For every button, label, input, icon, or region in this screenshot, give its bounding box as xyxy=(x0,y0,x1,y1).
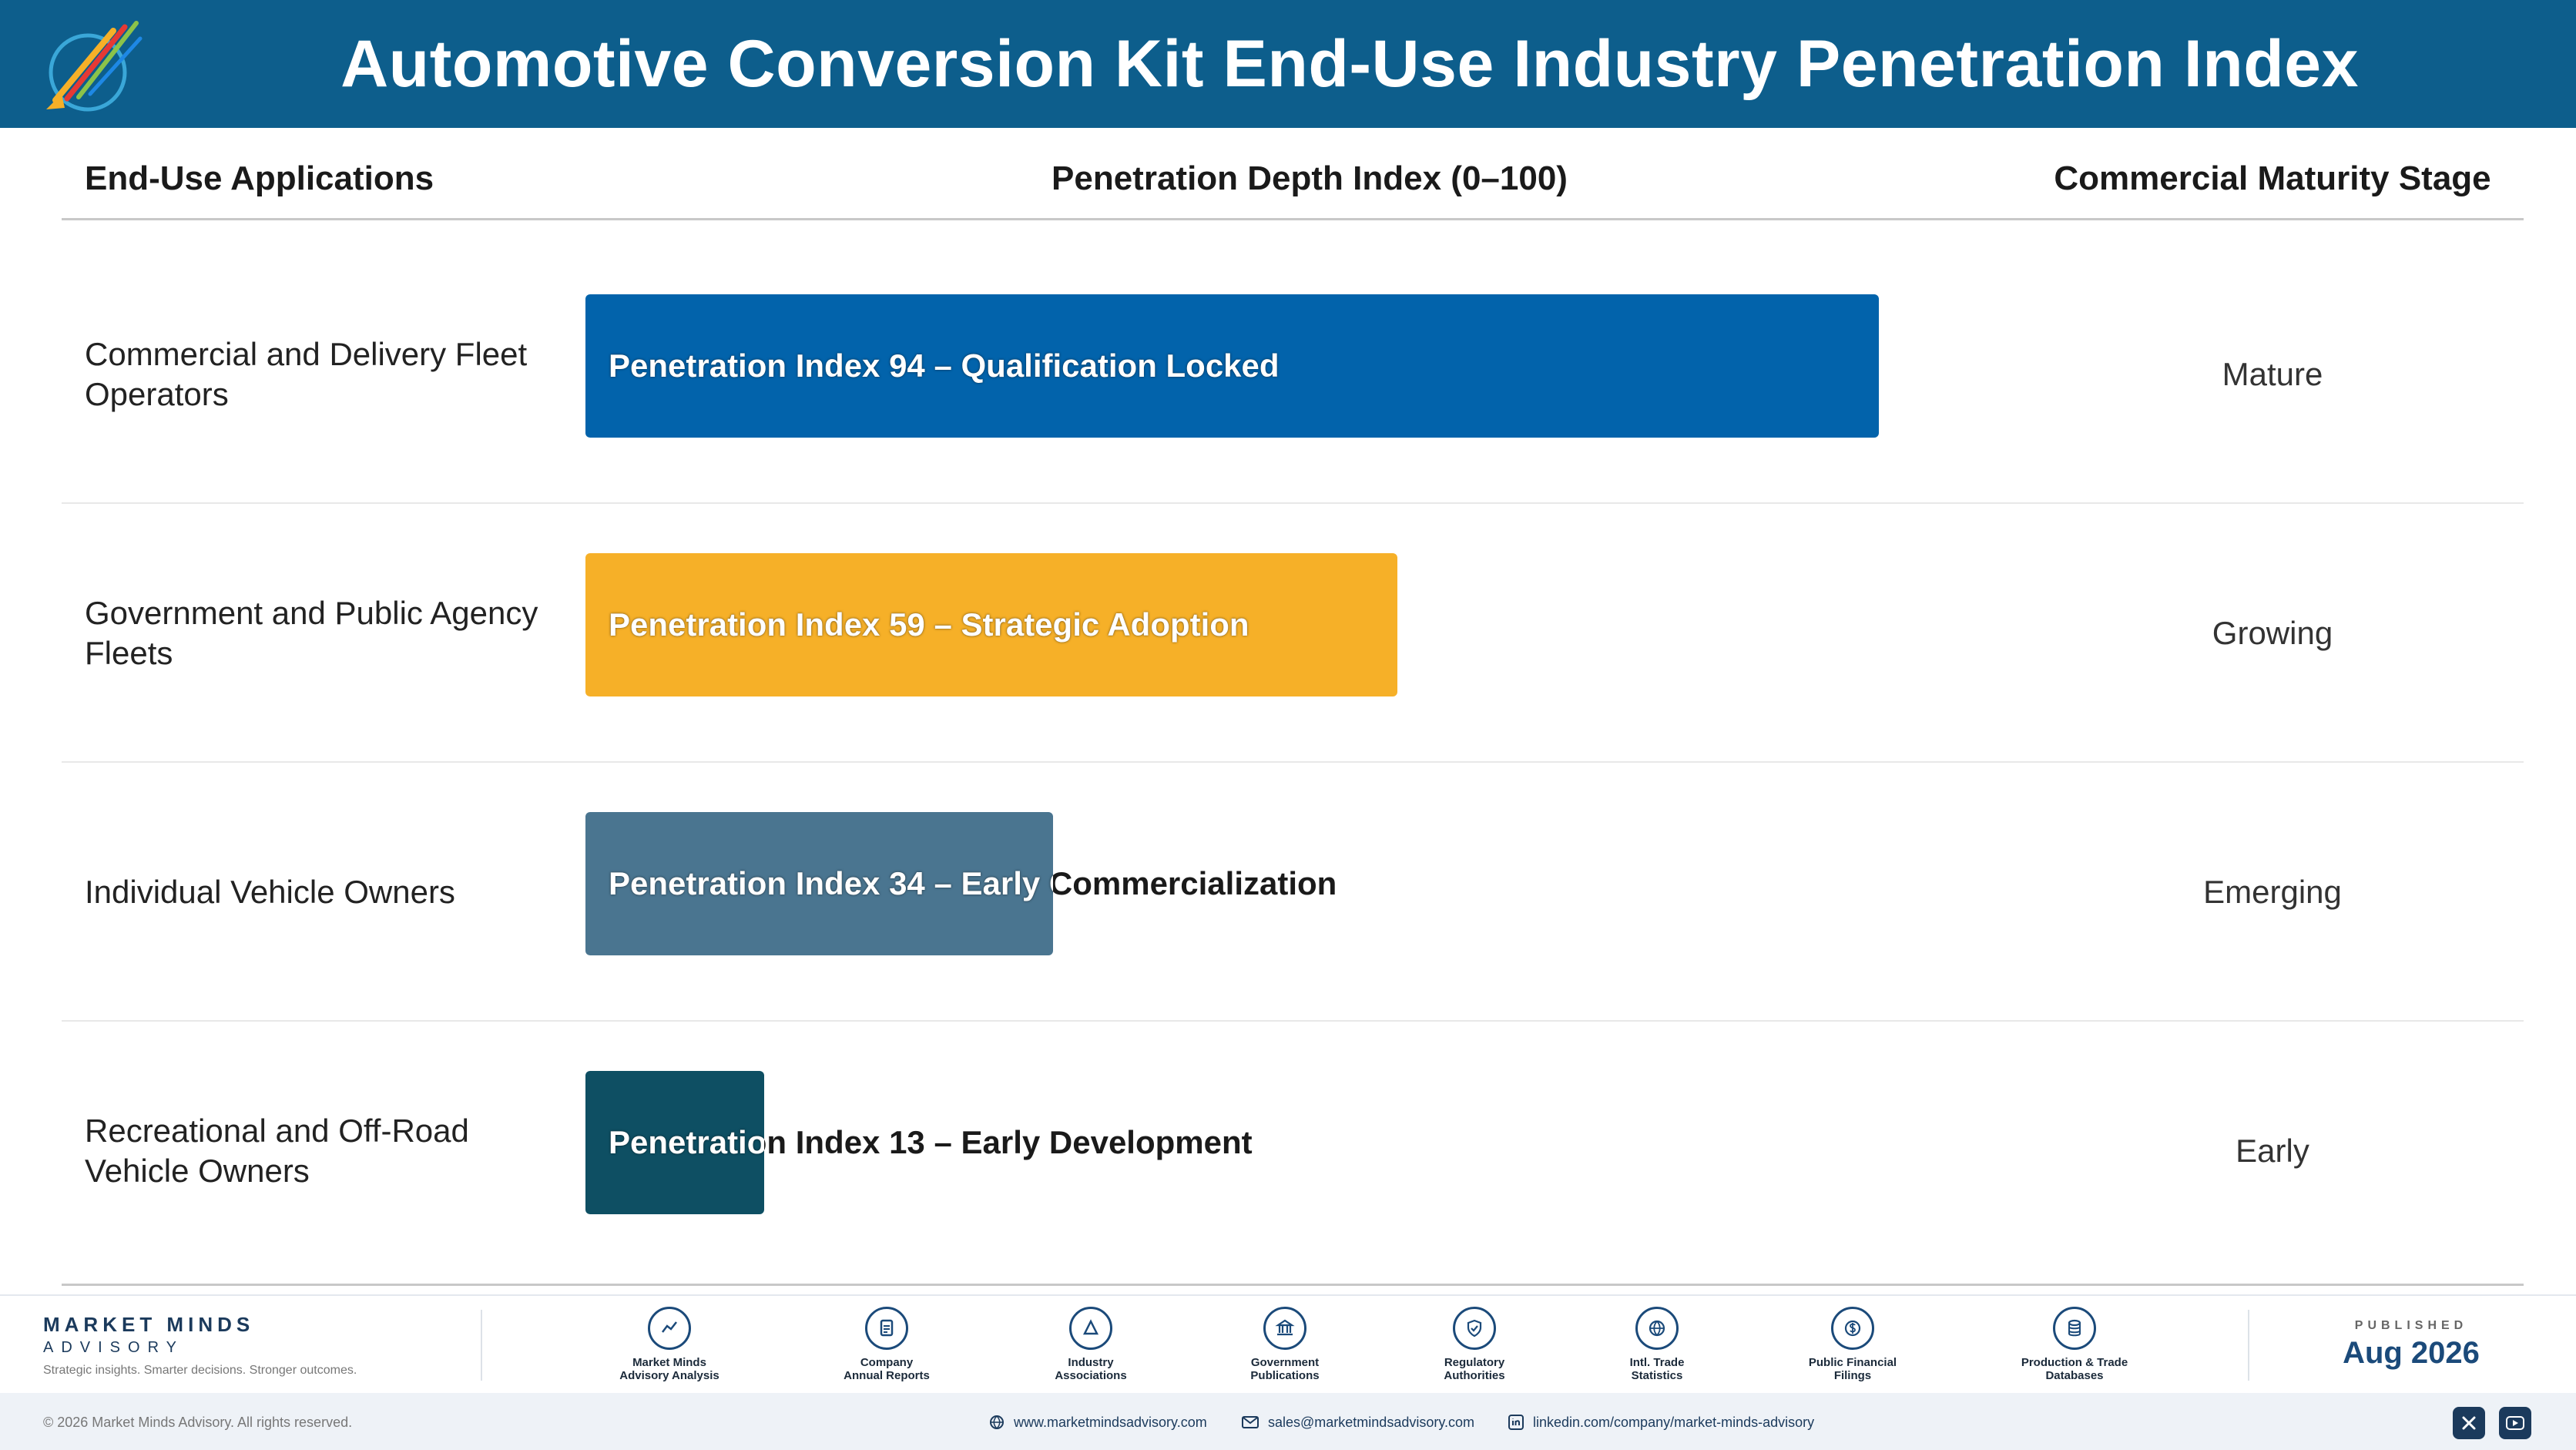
category-label: Government and Public Agency Fleets xyxy=(85,595,538,671)
linkedin-link[interactable]: linkedin.com/company/market-minds-adviso… xyxy=(1508,1393,1814,1450)
maturity-stage: Growing xyxy=(2212,615,2333,651)
bar-label: Penetration Index 59 – Strategic Adoptio… xyxy=(609,606,1249,643)
bar-label-overlay: Penetration Index 13 – Early Development xyxy=(585,1071,764,1214)
copyright-text: © 2026 Market Minds Advisory. All rights… xyxy=(43,1414,353,1430)
row-divider xyxy=(62,1020,2524,1022)
youtube-icon[interactable] xyxy=(2499,1407,2531,1439)
bar xyxy=(585,812,1053,955)
chart-row: Government and Public Agency Fleets Penet… xyxy=(62,504,2524,763)
row-divider xyxy=(62,761,2524,763)
maturity-stage: Early xyxy=(2236,1133,2309,1169)
market-minds-logo xyxy=(46,21,143,112)
header-divider xyxy=(62,218,2524,220)
header-bar: Automotive Conversion Kit End-Use Indust… xyxy=(0,0,2576,128)
globe-icon xyxy=(990,1415,1004,1430)
source-label: Intl. Trade Statistics xyxy=(1629,1356,1685,1382)
chart-row: Commercial and Delivery Fleet Operators P… xyxy=(62,245,2524,504)
published-date: Aug 2026 xyxy=(2343,1336,2480,1370)
row-divider xyxy=(62,502,2524,504)
category-label: Recreational and Off-Road Vehicle Owners xyxy=(85,1113,469,1189)
brand-subtitle: ADVISORY xyxy=(43,1339,184,1356)
bar-label-inside: Penetration Index 34 – Early Commerciali… xyxy=(609,865,1053,901)
footer-bottom-bar: © 2026 Market Minds Advisory. All rights… xyxy=(0,1393,2576,1450)
source-label: Company Annual Reports xyxy=(844,1356,930,1382)
chart-row: Individual Vehicle Owners Penetration Ind… xyxy=(62,763,2524,1022)
bar-label: Penetration Index 13 – Early Development xyxy=(609,1124,1253,1160)
x-logo-glyph xyxy=(2462,1416,2476,1430)
footer: MARKET MINDS ADVISORY Strategic insights… xyxy=(0,1294,2576,1450)
mail-icon xyxy=(1242,1416,1259,1428)
maturity-stage: Mature xyxy=(2222,356,2323,392)
bar xyxy=(585,294,1879,438)
bar xyxy=(585,1071,764,1214)
source-item: Industry Associations xyxy=(1021,1307,1160,1382)
network-icon xyxy=(1069,1307,1112,1350)
column-header-applications: End-Use Applications xyxy=(85,159,434,197)
document-icon xyxy=(865,1307,908,1350)
x-icon[interactable] xyxy=(2453,1407,2485,1439)
brand-tagline: Strategic insights. Smarter decisions. S… xyxy=(43,1364,357,1377)
source-label: Industry Associations xyxy=(1055,1356,1127,1382)
maturity-stage: Emerging xyxy=(2203,874,2342,910)
bar-label-overlay: Penetration Index 34 – Early Commerciali… xyxy=(585,812,1053,955)
source-item: Market Minds Advisory Analysis xyxy=(600,1307,739,1382)
linkedin-text: linkedin.com/company/market-minds-adviso… xyxy=(1533,1414,1815,1430)
chart-line-icon xyxy=(648,1307,691,1350)
database-icon xyxy=(2053,1307,2096,1350)
bar-label-inside: Penetration Index 59 – Strategic Adoptio… xyxy=(609,606,1249,643)
source-item: Company Annual Reports xyxy=(817,1307,956,1382)
source-item: Regulatory Authorities xyxy=(1405,1307,1544,1382)
government-building-icon xyxy=(1263,1307,1306,1350)
youtube-logo-glyph xyxy=(2506,1416,2524,1430)
source-item: Public Financial Filings xyxy=(1783,1307,1922,1382)
bar-label-inside: Penetration Index 13 – Early Development xyxy=(609,1124,764,1160)
bar xyxy=(585,553,1397,696)
column-header-index: Penetration Depth Index (0–100) xyxy=(1052,159,1568,197)
bar-label-overlay: Penetration Index 59 – Strategic Adoptio… xyxy=(585,553,1397,696)
brand-name: MARKET MINDS xyxy=(43,1313,255,1336)
source-label: Government Publications xyxy=(1250,1356,1320,1382)
bar-label: Penetration Index 34 – Early Commerciali… xyxy=(609,865,1337,901)
source-item: Production & Trade Databases xyxy=(2005,1307,2144,1382)
category-label: Commercial and Delivery Fleet Operators xyxy=(85,336,528,412)
chart-row: Recreational and Off-Road Vehicle Owners… xyxy=(62,1022,2524,1280)
page-title: Automotive Conversion Kit End-Use Indust… xyxy=(340,26,2359,101)
email-text: sales@marketmindsadvisory.com xyxy=(1268,1414,1475,1430)
source-label: Regulatory Authorities xyxy=(1444,1356,1505,1382)
source-item: Government Publications xyxy=(1216,1307,1354,1382)
column-header-stage: Commercial Maturity Stage xyxy=(2054,159,2491,197)
email-link[interactable]: sales@marketmindsadvisory.com xyxy=(1242,1393,1474,1450)
published-label: PUBLISHED xyxy=(2354,1319,2468,1332)
bar-label-overlay: Penetration Index 94 – Qualification Loc… xyxy=(585,294,1879,438)
category-label: Individual Vehicle Owners xyxy=(85,874,455,910)
shield-icon xyxy=(1453,1307,1496,1350)
source-item: Intl. Trade Statistics xyxy=(1588,1307,1726,1382)
website-link[interactable]: www.marketmindsadvisory.com xyxy=(989,1393,1207,1450)
bar-label: Penetration Index 94 – Qualification Loc… xyxy=(609,347,1280,384)
linkedin-icon xyxy=(1508,1415,1524,1430)
footer-divider-right xyxy=(2248,1310,2249,1381)
source-label: Public Financial Filings xyxy=(1808,1356,1897,1382)
source-label: Production & Trade Databases xyxy=(2021,1356,2128,1382)
table-bottom-divider xyxy=(62,1284,2524,1286)
globe-icon xyxy=(1635,1307,1679,1350)
bar-label-inside: Penetration Index 94 – Qualification Loc… xyxy=(609,347,1280,384)
dollar-icon xyxy=(1831,1307,1874,1350)
footer-divider-left xyxy=(481,1310,482,1381)
source-label: Market Minds Advisory Analysis xyxy=(619,1356,719,1382)
website-text: www.marketmindsadvisory.com xyxy=(1014,1414,1207,1430)
